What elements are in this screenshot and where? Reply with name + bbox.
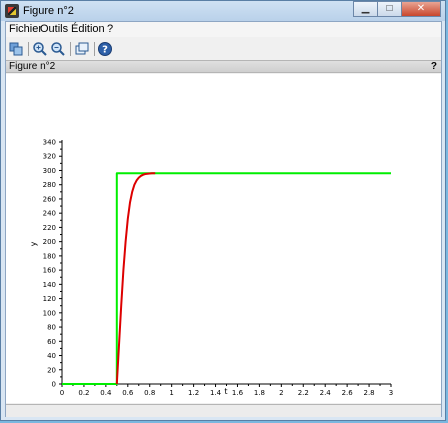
maximize-icon: □ — [386, 3, 393, 14]
y-tick-label: 340 — [43, 139, 56, 147]
x-tick-label: 1.4 — [210, 389, 222, 397]
rotate-button[interactable] — [7, 40, 25, 58]
zoom-out-icon — [51, 42, 65, 56]
y-tick-label: 0 — [52, 381, 56, 389]
menu-edition[interactable]: Édition — [71, 23, 105, 35]
y-tick-label: 160 — [43, 267, 56, 275]
x-tick-label: 0.2 — [78, 389, 89, 397]
toolbar: ? — [6, 38, 441, 60]
x-tick-label: 3 — [389, 389, 393, 397]
x-tick-label: 0.6 — [122, 389, 134, 397]
x-tick-label: 2 — [279, 389, 283, 397]
x-tick-label: 0 — [60, 389, 64, 397]
toolbar-separator — [94, 42, 95, 56]
y-tick-label: 100 — [43, 309, 56, 317]
y-tick-label: 180 — [43, 252, 56, 260]
scilab-app-icon — [5, 4, 19, 18]
plot-svg: 0 0.2 0.4 0.6 0.8 1 1.2 1.4 1.6 1.8 2 2.2 2.4 2.6 2.8 3… — [29, 139, 394, 398]
window-controls: ▁ □ ✕ — [353, 1, 441, 19]
plot-axes: 0 0.2 0.4 0.6 0.8 1 1.2 1.4 1.6 1.8 2 2.2 2.4 2.6 2.8 3… — [43, 139, 394, 398]
y-tick-label: 300 — [43, 167, 56, 175]
x-axis-label: t — [224, 387, 227, 396]
x-tick-label: 2.4 — [320, 389, 332, 397]
y-tick-label: 60 — [47, 338, 56, 346]
title-bar[interactable]: Figure n°2 ▁ □ ✕ — [1, 1, 445, 21]
x-tick-label: 1.8 — [254, 389, 265, 397]
plot-series — [62, 172, 391, 385]
rotate-icon — [9, 42, 23, 56]
panel-help-button[interactable]: ? — [430, 61, 437, 72]
x-tick-label: 2.8 — [363, 389, 374, 397]
minimize-button[interactable]: ▁ — [353, 1, 377, 17]
client-area: Fichier Outils Édition ? — [5, 21, 442, 417]
menu-help[interactable]: ? — [107, 23, 114, 35]
panel-title: Figure n°2 — [9, 61, 56, 72]
zoom-in-icon — [33, 42, 47, 56]
panel-header: Figure n°2 ? — [6, 60, 441, 73]
help-icon: ? — [98, 42, 112, 56]
y-tick-label: 280 — [43, 181, 56, 189]
y-tick-label: 260 — [43, 195, 56, 203]
response-curve-line — [115, 172, 156, 385]
y-tick-label: 40 — [47, 352, 56, 360]
minimize-icon: ▁ — [361, 3, 370, 14]
x-tick-label: 1.2 — [188, 389, 199, 397]
y-tick-label: 80 — [47, 324, 56, 332]
maximize-button[interactable]: □ — [377, 1, 401, 17]
x-tick-label: 1.6 — [232, 389, 244, 397]
menu-fichier[interactable]: Fichier — [9, 23, 43, 35]
status-bar — [6, 404, 441, 417]
x-tick-label: 0.8 — [144, 389, 155, 397]
y-tick-label: 220 — [43, 224, 56, 232]
toolbar-separator — [28, 42, 29, 56]
x-tick-label: 2.2 — [298, 389, 309, 397]
toolbar-separator — [70, 42, 71, 56]
zoom-in-button[interactable] — [31, 40, 49, 58]
y-tick-label: 320 — [43, 153, 56, 161]
plot-canvas[interactable]: 0 0.2 0.4 0.6 0.8 1 1.2 1.4 1.6 1.8 2 2.2 2.4 2.6 2.8 3… — [6, 74, 441, 403]
y-tick-label: 200 — [43, 238, 56, 246]
y-tick-label: 240 — [43, 210, 56, 218]
svg-text:?: ? — [102, 45, 108, 56]
new-window-button[interactable] — [73, 40, 91, 58]
close-icon: ✕ — [416, 3, 426, 14]
window-title: Figure n°2 — [23, 5, 74, 17]
help-button[interactable]: ? — [96, 40, 114, 58]
x-tick-label: 1 — [169, 389, 173, 397]
x-tick-label: 2.6 — [342, 389, 354, 397]
y-axis-label: y — [29, 241, 38, 246]
x-tick-label: 0.4 — [100, 389, 112, 397]
y-tick-label: 120 — [43, 295, 56, 303]
y-tick-label: 140 — [43, 281, 56, 289]
close-button[interactable]: ✕ — [401, 1, 441, 17]
zoom-out-button[interactable] — [49, 40, 67, 58]
step-input-line — [62, 172, 391, 385]
menu-bar: Fichier Outils Édition ? — [6, 22, 441, 37]
menu-outils[interactable]: Outils — [40, 23, 69, 35]
window-icon — [75, 42, 89, 55]
y-tick-label: 20 — [47, 366, 56, 374]
